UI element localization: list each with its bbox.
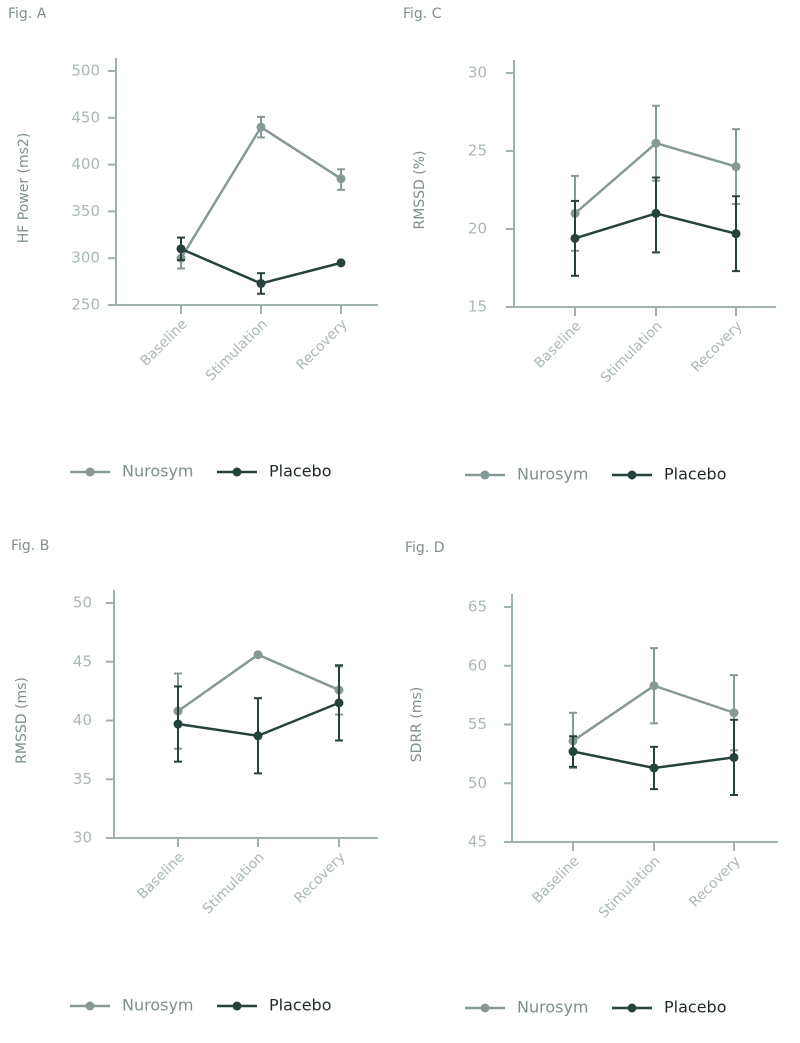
data-point [256, 122, 266, 132]
legend-label: Placebo [664, 998, 726, 1017]
legend-marker [85, 1001, 95, 1011]
y-tick-label: 60 [468, 656, 487, 674]
y-tick-label: 350 [71, 202, 100, 220]
y-tick-label: 50 [468, 774, 487, 792]
y-tick-label: 30 [73, 829, 92, 847]
y-tick-label: 65 [468, 598, 487, 616]
legend-marker [627, 470, 637, 480]
legend-label: Placebo [664, 465, 726, 484]
data-point [649, 763, 659, 773]
x-tick-label: Stimulation [596, 853, 664, 921]
legend: Nurosym Placebo [465, 998, 726, 1017]
data-point [729, 752, 739, 762]
x-tick-label: Stimulation [203, 316, 271, 384]
legend-marker [85, 467, 95, 477]
legend: Nurosym Placebo [70, 462, 331, 481]
y-axis-label: SDRR (ms) [409, 687, 425, 762]
x-tick-label: Baseline [531, 318, 584, 371]
data-point [649, 681, 659, 691]
x-tick-label: Recovery [686, 853, 743, 910]
data-point [256, 278, 266, 288]
x-tick-label: Recovery [688, 318, 745, 375]
y-tick-label: 45 [468, 833, 487, 851]
y-tick-label: 45 [73, 652, 92, 670]
x-tick-label: Recovery [293, 316, 350, 373]
series-placebo [570, 176, 741, 277]
series-placebo [176, 236, 346, 295]
legend-item-placebo: Placebo [217, 462, 331, 481]
data-point [253, 731, 263, 741]
data-point [336, 258, 346, 268]
data-point [334, 698, 344, 708]
y-tick-label: 15 [468, 298, 487, 316]
chart-panel-c: Fig. C 15 20 25 30 RMSSD (%) Baseline Stimulati… [403, 6, 776, 484]
y-axis-label: HF Power (ms2) [16, 133, 32, 244]
legend-item-placebo: Placebo [612, 465, 726, 484]
legend-item-nurosym: Nurosym [465, 465, 589, 484]
y-tick-label: 20 [468, 220, 487, 238]
legend-label: Placebo [269, 462, 331, 481]
x-tick-label: Baseline [134, 849, 187, 902]
data-point [568, 747, 578, 757]
data-point [729, 708, 739, 718]
x-tick-label: Stimulation [598, 318, 666, 386]
figure-label: Fig. B [11, 538, 49, 554]
series-nurosym [176, 115, 346, 270]
legend-marker [480, 1003, 490, 1013]
series-line [179, 125, 342, 259]
legend-label: Nurosym [517, 998, 589, 1017]
legend-label: Nurosym [122, 462, 194, 481]
legend-item-nurosym: Nurosym [70, 996, 194, 1015]
y-tick-label: 500 [71, 62, 100, 80]
data-point [731, 162, 741, 172]
figure-label: Fig. D [405, 540, 445, 556]
legend-item-placebo: Placebo [217, 996, 331, 1015]
legend: Nurosym Placebo [70, 996, 331, 1015]
legend-label: Nurosym [122, 996, 194, 1015]
legend-marker [232, 1001, 242, 1011]
legend-item-placebo: Placebo [612, 998, 726, 1017]
y-tick-label: 25 [468, 142, 487, 160]
data-point [336, 174, 346, 184]
y-tick-label: 40 [73, 711, 92, 729]
legend-marker [627, 1003, 637, 1013]
data-point [570, 233, 580, 243]
data-point [731, 229, 741, 239]
chart-panel-a: Fig. A 250 300 350 400 450 500 HF Power (ms2) Ba… [8, 6, 378, 481]
legend-label: Nurosym [517, 465, 589, 484]
legend-label: Placebo [269, 996, 331, 1015]
figure-label: Fig. A [8, 6, 47, 22]
chart-panel-b: Fig. B 30 35 40 45 50 RMSSD (ms) Baseline Stimul… [11, 538, 378, 1015]
y-axis-label: RMSSD (%) [412, 150, 428, 229]
data-point [253, 650, 263, 660]
chart-panel-d: Fig. D 45 50 55 60 65 SDRR (ms) Baseline Stimula… [405, 540, 778, 1017]
data-point [176, 244, 186, 254]
series-placebo [173, 664, 344, 775]
legend-marker [232, 467, 242, 477]
legend-item-nurosym: Nurosym [70, 462, 194, 481]
y-tick-label: 30 [468, 64, 487, 82]
legend-item-nurosym: Nurosym [465, 998, 589, 1017]
y-tick-label: 55 [468, 715, 487, 733]
data-point [651, 138, 661, 148]
x-tick-label: Baseline [137, 316, 190, 369]
x-tick-label: Recovery [291, 849, 348, 906]
series-placebo [568, 718, 739, 796]
x-tick-label: Stimulation [200, 849, 268, 917]
x-tick-label: Baseline [529, 853, 582, 906]
y-tick-label: 300 [71, 249, 100, 267]
y-tick-label: 400 [71, 155, 100, 173]
y-axis-label: RMSSD (ms) [14, 677, 30, 764]
y-tick-label: 250 [71, 296, 100, 314]
legend-marker [480, 470, 490, 480]
data-point [173, 719, 183, 729]
y-tick-label: 450 [71, 108, 100, 126]
y-tick-label: 50 [73, 594, 92, 612]
y-tick-label: 35 [73, 770, 92, 788]
data-point [651, 208, 661, 218]
legend: Nurosym Placebo [465, 465, 726, 484]
figure-label: Fig. C [403, 6, 442, 22]
